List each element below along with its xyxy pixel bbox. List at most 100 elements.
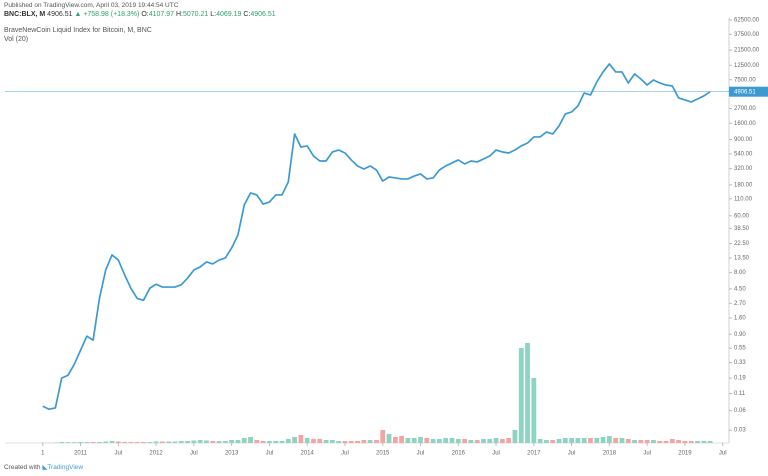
brand: ◣TradingView xyxy=(42,464,84,471)
volume-bar xyxy=(267,441,272,443)
volume-bar xyxy=(657,441,663,443)
volume-bar xyxy=(153,441,159,443)
y-tick-label: 0.11 xyxy=(734,391,746,397)
y-tick-label: 540.00 xyxy=(734,151,753,157)
ohlc-value: 4906.51 xyxy=(250,11,276,18)
legend-main: BraveNewCoin Liquid Index for Bitcoin, M… xyxy=(4,27,152,34)
volume-bar xyxy=(59,442,65,443)
ohlc-value: 5070.21 xyxy=(182,11,209,18)
change-value: +758.98 (+18.3%) xyxy=(83,11,140,18)
volume-bar xyxy=(481,439,486,443)
volume-bar xyxy=(229,440,235,443)
x-tick-label: Jul xyxy=(266,451,274,457)
volume-bar xyxy=(311,439,316,443)
created-with: Created with xyxy=(4,464,41,471)
volume-bar xyxy=(556,439,562,443)
volume-bar xyxy=(52,442,58,443)
ohlc-key: H: xyxy=(175,11,183,18)
volume-bar xyxy=(361,440,367,443)
volume-bar xyxy=(474,440,480,443)
ohlc-value: 4069.19 xyxy=(216,11,242,18)
volume-bar xyxy=(638,440,644,443)
volume-bar xyxy=(279,441,285,443)
volume-bar xyxy=(374,440,379,443)
x-tick-label: Jul xyxy=(190,451,198,457)
volume-bar xyxy=(191,440,197,443)
volume-bar xyxy=(588,438,593,443)
x-tick-label: 2016 xyxy=(452,451,466,457)
volume-bar xyxy=(449,438,455,443)
volume-bar xyxy=(122,442,128,443)
volume-bar xyxy=(701,441,707,443)
y-tick-label: 0.33 xyxy=(734,360,746,366)
volume-bar xyxy=(418,437,423,443)
volume-bar xyxy=(405,438,411,443)
ohlc-key: L: xyxy=(210,11,217,18)
volume-bar xyxy=(292,437,297,443)
y-tick-label: 12500.00 xyxy=(734,63,760,69)
footer: Created with ◣TradingView xyxy=(4,463,83,471)
ohlc: O:4107.97 H:5070.21 L:4069.19 C:4906.51 xyxy=(141,11,275,18)
volume-bar xyxy=(676,440,682,443)
volume-bar xyxy=(97,442,102,443)
y-tick-label: 0.06 xyxy=(734,408,746,414)
volume-bar xyxy=(663,441,669,443)
volume-bar xyxy=(241,438,247,443)
volume-bar xyxy=(625,439,631,443)
x-tick-label: 2017 xyxy=(527,451,541,457)
volume-bar xyxy=(462,439,467,443)
volume-bar xyxy=(166,441,172,443)
y-tick-label: 38.50 xyxy=(734,226,750,232)
volume-bar xyxy=(669,439,675,443)
y-tick-label: 2.70 xyxy=(734,301,746,307)
volume-bar xyxy=(455,439,461,443)
x-tick-label: Jul xyxy=(719,451,727,457)
volume-bar xyxy=(493,438,499,443)
y-tick-label: 21500.00 xyxy=(734,48,760,54)
x-tick-label: Jul xyxy=(417,451,425,457)
y-tick-label: 62500.00 xyxy=(734,18,760,24)
volume-bar xyxy=(141,442,146,443)
volume-bar xyxy=(304,438,310,443)
volume-bar xyxy=(380,430,386,443)
volume-bar xyxy=(204,440,209,443)
y-tick-label: 900.00 xyxy=(734,137,753,143)
x-tick-label: 2014 xyxy=(301,451,315,457)
volume-bar xyxy=(355,441,360,443)
volume-bar xyxy=(506,438,512,443)
volume-bar xyxy=(216,441,222,443)
volume-bar xyxy=(342,441,348,443)
volume-bar xyxy=(550,440,556,443)
y-tick-label: 2700.00 xyxy=(734,106,756,112)
volume-bar xyxy=(525,343,530,443)
volume-bar xyxy=(594,438,600,443)
x-tick-label: 2013 xyxy=(225,451,239,457)
volume-bar xyxy=(109,441,115,443)
volume-bar xyxy=(329,440,335,443)
x-tick-label: 1 xyxy=(41,451,45,457)
y-tick-label: 13.50 xyxy=(734,255,750,261)
volume-bar xyxy=(399,436,405,443)
volume-bar xyxy=(185,441,190,443)
y-tick-label: 0.19 xyxy=(734,376,746,382)
volume-bar xyxy=(285,439,291,443)
volume-bar xyxy=(235,440,241,443)
volume-bar xyxy=(682,441,688,443)
volume-bar xyxy=(348,441,354,443)
x-tick-label: 2018 xyxy=(603,451,617,457)
volume-bar xyxy=(613,438,619,443)
y-tick-label: 8.00 xyxy=(734,270,746,276)
volume-bar xyxy=(248,437,253,443)
x-tick-label: Jul xyxy=(492,451,500,457)
volume-bar xyxy=(71,442,77,443)
volume-bar xyxy=(178,441,184,443)
x-tick-label: Jul xyxy=(643,451,651,457)
price-line xyxy=(42,63,711,411)
x-tick-label: 2015 xyxy=(376,451,390,457)
volume-bar xyxy=(487,439,493,443)
y-tick-label: 0.03 xyxy=(734,428,746,434)
y-tick-label: 1.60 xyxy=(734,316,746,322)
volume-bar xyxy=(128,442,134,443)
x-tick-label: Jul xyxy=(114,451,122,457)
